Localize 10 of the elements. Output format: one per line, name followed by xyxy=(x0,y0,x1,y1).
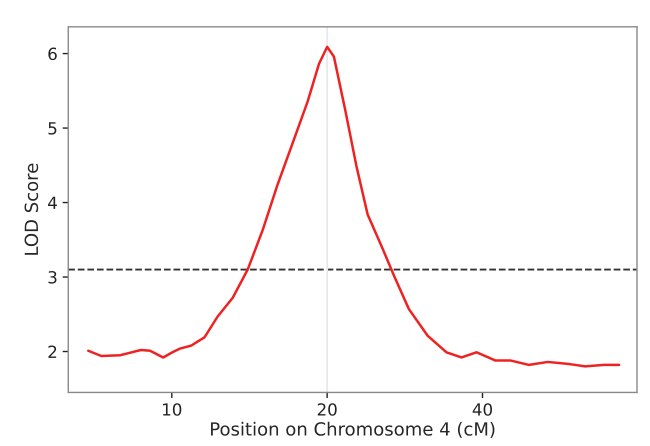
y-tick-label: 6 xyxy=(48,48,57,60)
y-axis-title: LOD Score xyxy=(24,164,38,255)
y-tick-label: 5 xyxy=(48,122,56,135)
x-tick-label: 40 xyxy=(472,403,492,416)
x-tick-label: 20 xyxy=(318,403,337,416)
x-axis-title: Position on Chromosome 4 (cM) xyxy=(211,422,494,438)
y-tick-label: 4 xyxy=(48,196,57,209)
y-tick-label: 3 xyxy=(48,270,56,284)
x-tick-label: 10 xyxy=(163,403,182,416)
y-tick-label: 2 xyxy=(48,345,56,358)
